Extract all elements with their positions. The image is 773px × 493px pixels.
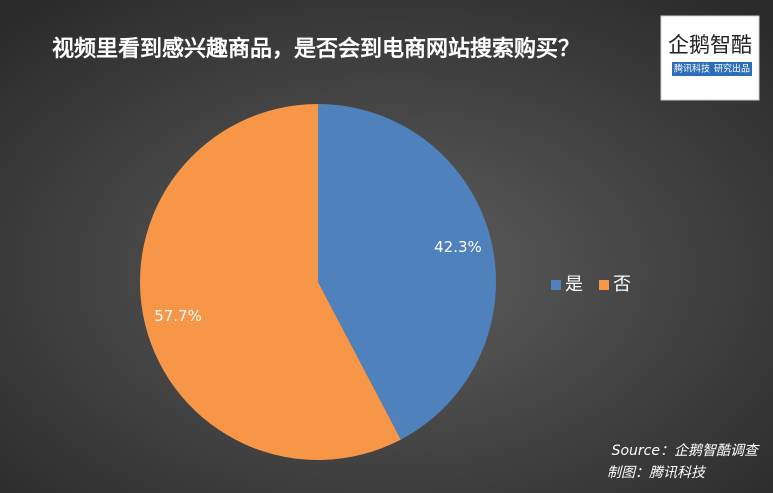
legend-label: 否 <box>613 274 631 295</box>
logo: 企鹅智酷 腾讯科技 研究出品 <box>660 15 760 101</box>
credit: 制图：腾讯科技 <box>607 465 707 481</box>
data-label: 57.7% <box>154 307 202 325</box>
source: Source：企鹅智酷调查 <box>612 443 760 459</box>
chart-title: 视频里看到感兴趣商品，是否会到电商网站搜索购买？ <box>52 36 580 62</box>
legend-label: 是 <box>565 274 583 295</box>
legend-swatch <box>599 280 609 290</box>
legend-swatch <box>551 280 561 290</box>
logo-bar <box>672 62 752 76</box>
logo-name: 企鹅智酷 <box>668 33 752 57</box>
pie-slice <box>140 103 401 460</box>
pie-slice <box>318 104 497 440</box>
data-label: 42.3% <box>434 238 482 256</box>
logo-tag: 腾讯科技 <box>674 63 710 75</box>
logo-box <box>660 15 760 101</box>
logo-tag: 研究出品 <box>714 63 750 75</box>
